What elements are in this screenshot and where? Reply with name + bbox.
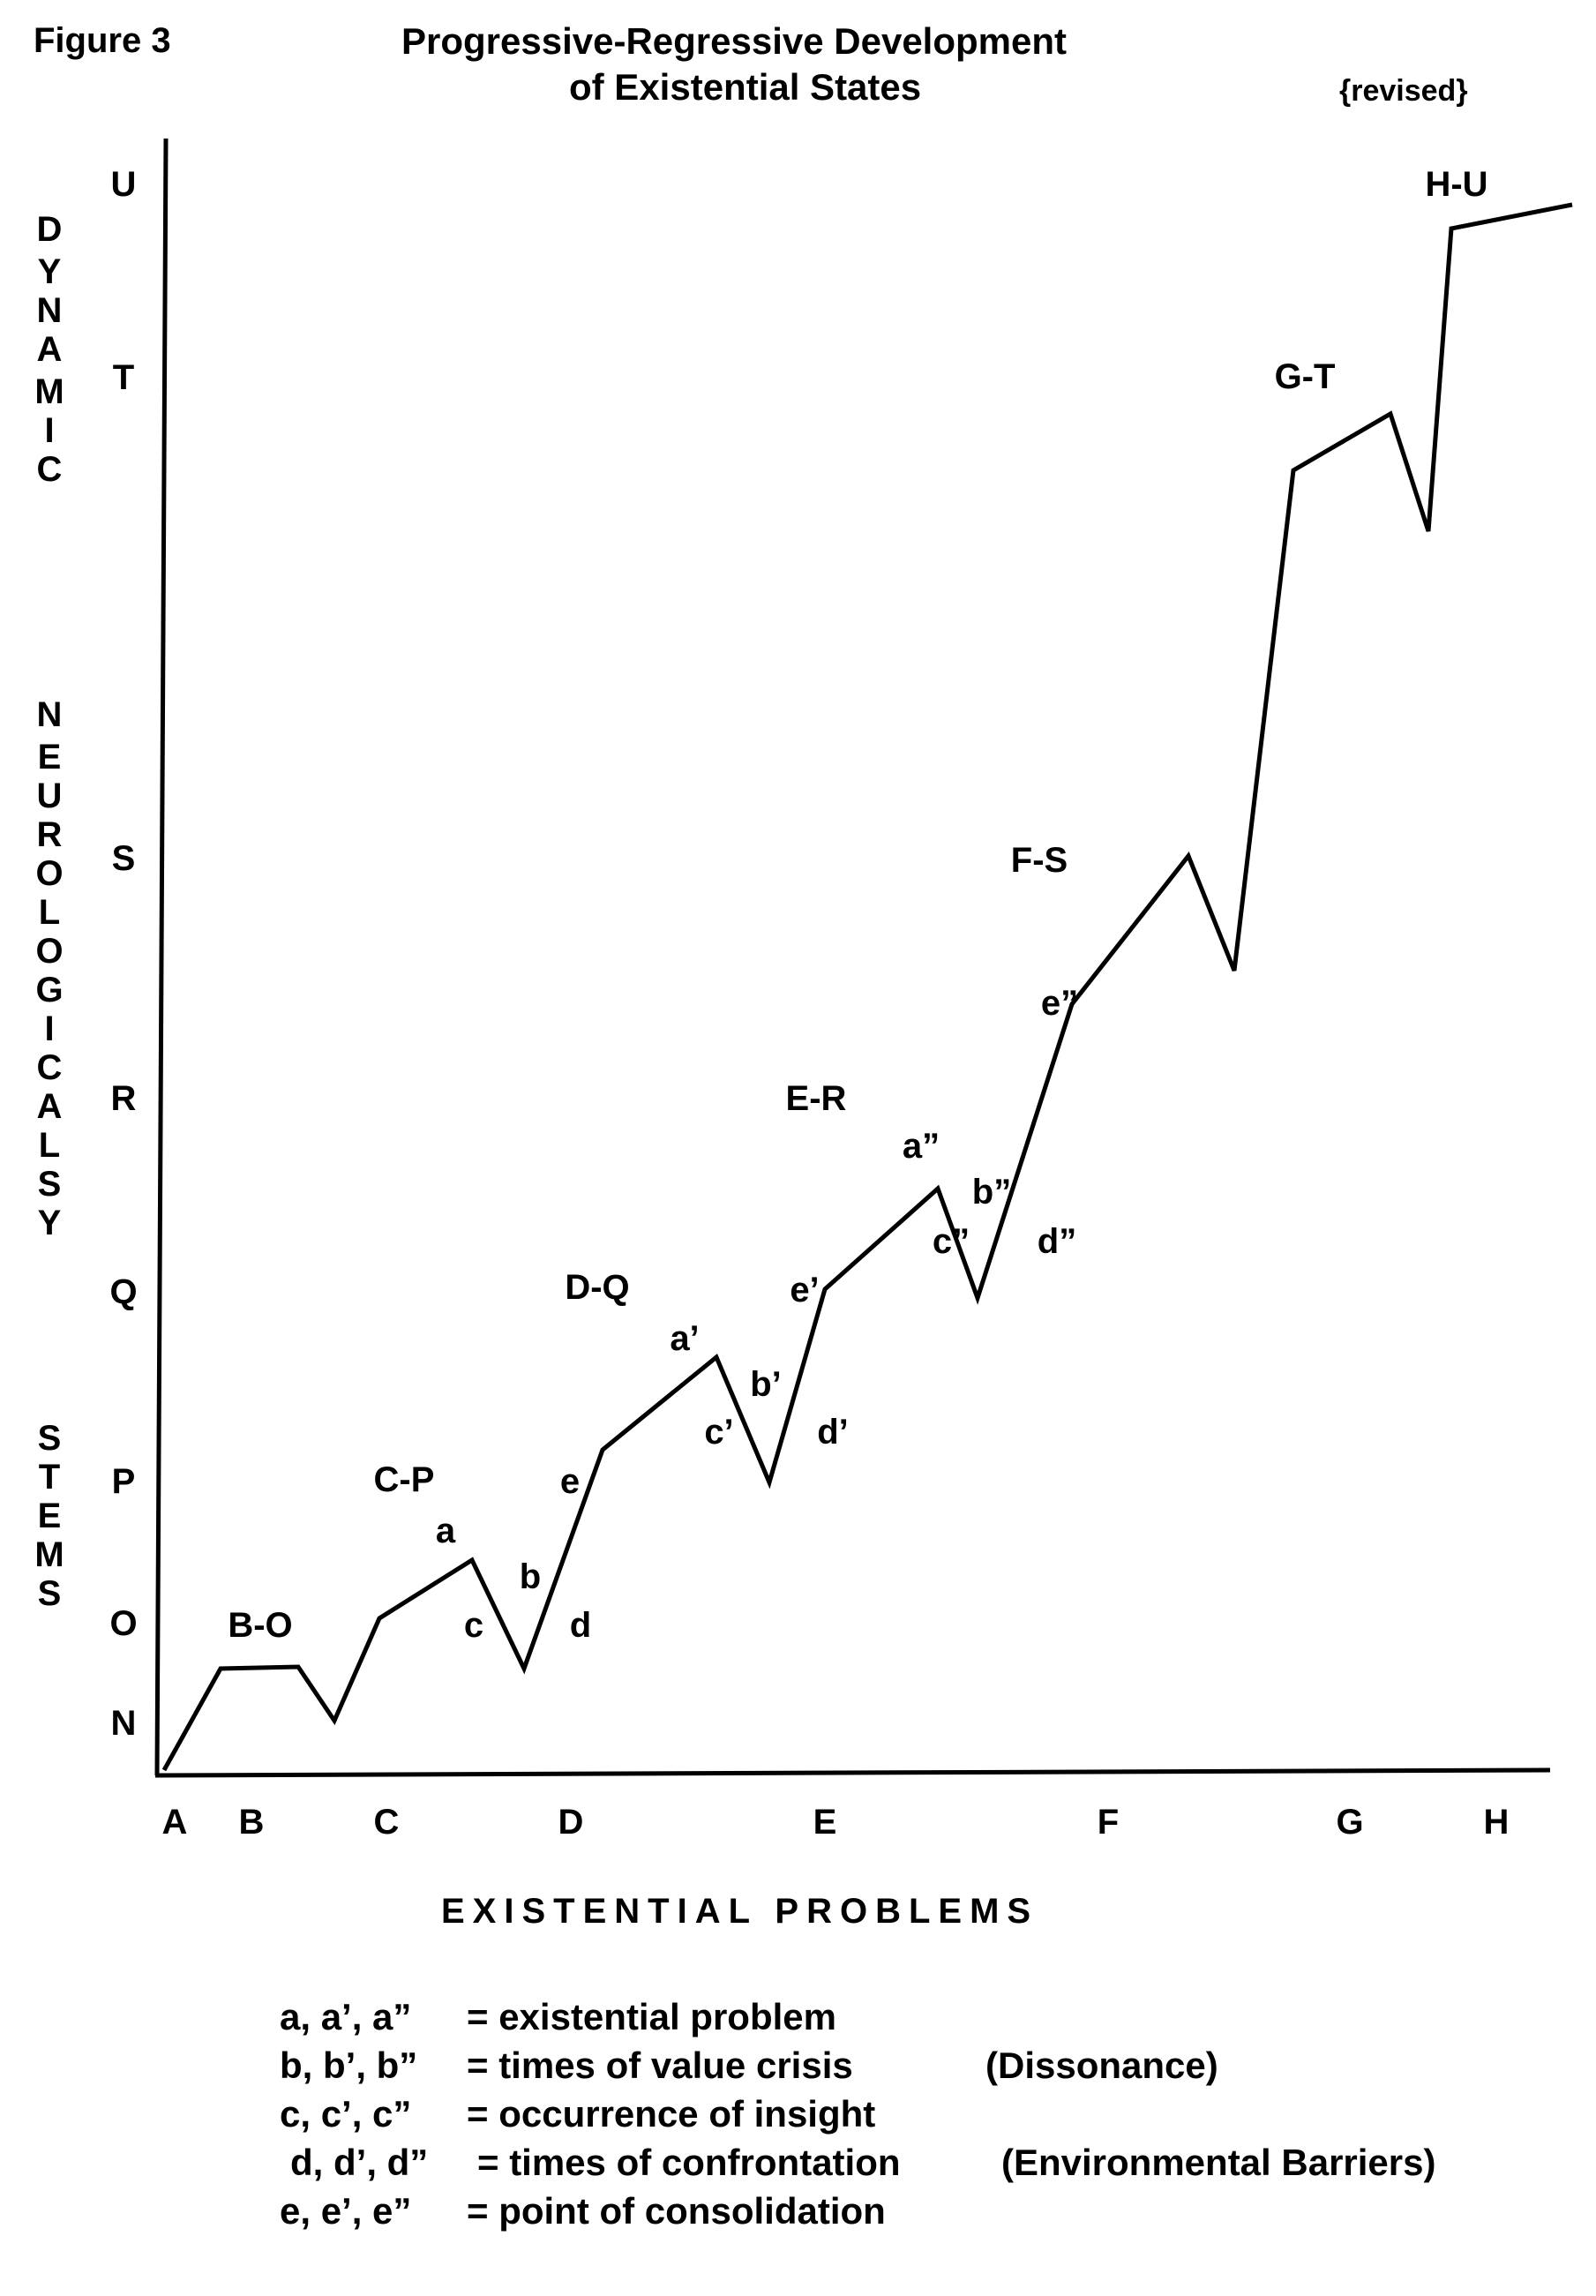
vertical-axis-letter: S <box>37 1419 62 1458</box>
vertical-axis-letter: N <box>36 291 63 330</box>
vertical-axis-letter: E <box>37 1497 62 1535</box>
y-level-R: R <box>111 1079 137 1118</box>
x-axis-title: EXISTENTIAL PROBLEMS <box>441 1892 1039 1931</box>
legend-description: = occurrence of insight <box>467 2093 876 2135</box>
legend-description: = times of value crisis <box>467 2045 853 2086</box>
x-axis <box>154 1767 1551 1778</box>
state-label-c-p: C-P <box>374 1460 435 1499</box>
vertical-axis-letter: M <box>34 372 64 411</box>
y-level-S: S <box>112 839 136 878</box>
x-level-C: C <box>374 1803 400 1842</box>
vertical-axis-letter: S <box>37 1165 62 1204</box>
vertical-axis-letter: C <box>36 450 63 489</box>
point-label: d <box>570 1606 591 1645</box>
y-level-T: T <box>113 358 134 397</box>
legend-description: = point of consolidation <box>467 2190 886 2232</box>
y-level-Q: Q <box>109 1272 137 1311</box>
vertical-axis-letter: U <box>36 777 63 815</box>
legend-description: = existential problem <box>467 1996 836 2037</box>
legend-key: b, b’, b” <box>280 2045 418 2086</box>
vertical-axis-letter: O <box>35 854 64 893</box>
point-label: e” <box>1041 984 1078 1023</box>
figure-label: Figure 3 <box>34 21 171 60</box>
vertical-axis-letter: S <box>37 1574 62 1613</box>
title-line-2: of Existential States <box>569 66 922 108</box>
point-label: a <box>436 1512 456 1550</box>
y-level-P: P <box>112 1462 136 1501</box>
vertical-axis-letter: Y <box>37 1204 62 1242</box>
development-path <box>161 202 1573 1772</box>
point-label: c <box>464 1606 483 1645</box>
vertical-axis-letter: O <box>35 932 64 971</box>
state-label-e-r: E-R <box>786 1079 847 1118</box>
vertical-axis-letter: M <box>34 1535 64 1574</box>
point-label: c’ <box>704 1413 733 1452</box>
vertical-axis-letter: D <box>36 210 63 249</box>
point-label: b <box>520 1557 541 1596</box>
point-label: b” <box>972 1173 1011 1212</box>
legend-description: = times of confrontation <box>477 2142 901 2183</box>
x-level-B: B <box>239 1803 265 1842</box>
x-level-A: A <box>162 1803 188 1842</box>
legend-key: e, e’, e” <box>280 2190 412 2232</box>
y-level-O: O <box>109 1604 137 1643</box>
vertical-axis-letter: A <box>36 330 63 369</box>
state-label-g-t: G-T <box>1275 357 1336 396</box>
point-label: a” <box>903 1127 940 1166</box>
x-level-H: H <box>1484 1803 1510 1842</box>
point-label: e <box>560 1462 580 1501</box>
state-label-f-s: F-S <box>1011 841 1068 880</box>
state-label-d-q: D-Q <box>565 1268 629 1307</box>
legend-note: (Dissonance) <box>985 2045 1218 2086</box>
x-level-F: F <box>1098 1803 1119 1842</box>
revised-note: {revised} <box>1339 74 1468 108</box>
point-label: c” <box>933 1222 970 1261</box>
vertical-axis-letter: R <box>36 815 63 854</box>
x-level-G: G <box>1336 1803 1363 1842</box>
legend-note: (Environmental Barriers) <box>1001 2142 1436 2183</box>
vertical-axis-letter: N <box>36 695 63 734</box>
vertical-axis-letter: L <box>38 1126 61 1165</box>
y-level-N: N <box>111 1704 137 1743</box>
vertical-axis-letter: I <box>44 1009 55 1048</box>
legend-key: a, a’, a” <box>280 1996 412 2037</box>
state-label-h-u: H-U <box>1425 165 1487 204</box>
point-label: a’ <box>670 1319 699 1358</box>
vertical-axis-letter: I <box>44 411 55 450</box>
vertical-axis-letter: A <box>36 1087 63 1126</box>
x-level-D: D <box>558 1803 584 1842</box>
legend-key: d, d’, d” <box>290 2142 429 2183</box>
vertical-axis-letter: T <box>38 1458 61 1497</box>
vertical-axis-letter: G <box>35 971 64 1009</box>
point-label: e’ <box>790 1271 819 1309</box>
point-label: d’ <box>817 1413 849 1452</box>
title-line-1: Progressive-Regressive Development <box>401 20 1068 62</box>
state-label-b-o: B-O <box>228 1606 292 1645</box>
vertical-axis-letter: L <box>38 893 61 932</box>
y-axis <box>154 138 169 1776</box>
x-level-E: E <box>813 1803 837 1842</box>
point-label: b’ <box>750 1365 782 1404</box>
legend-key: c, c’, c” <box>280 2093 412 2135</box>
vertical-axis-letter: E <box>37 738 62 777</box>
vertical-axis-letter: C <box>36 1048 63 1087</box>
vertical-axis-letter: Y <box>37 252 62 291</box>
y-level-U: U <box>111 165 137 204</box>
point-label: d” <box>1038 1222 1076 1261</box>
